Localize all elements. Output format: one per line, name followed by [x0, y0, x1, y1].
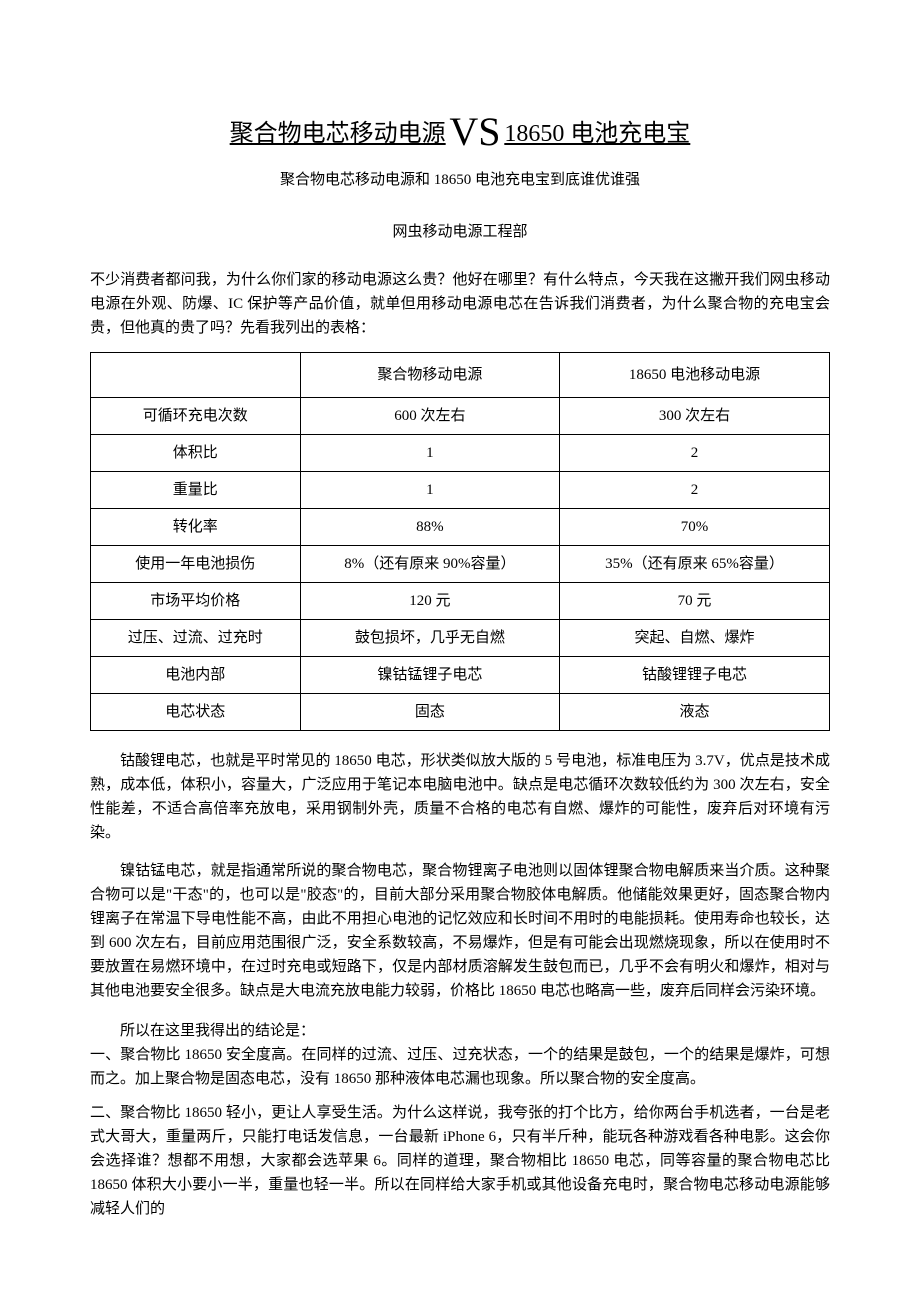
- table-cell: 2: [560, 472, 830, 509]
- title-row: 聚合物电芯移动电源 VS 18650 电池充电宝: [90, 100, 830, 164]
- table-cell: 600 次左右: [300, 398, 560, 435]
- table-row: 体积比12: [91, 435, 830, 472]
- table-cell: 体积比: [91, 435, 301, 472]
- table-cell: 市场平均价格: [91, 583, 301, 620]
- table-row: 电池内部镍钴锰锂子电芯钴酸锂锂子电芯: [91, 657, 830, 694]
- title-vs: VS: [449, 109, 500, 154]
- section-cobalt: 钴酸锂电芯，也就是平时常见的 18650 电芯，形状类似放大版的 5 号电池，标…: [90, 749, 830, 845]
- table-cell: 使用一年电池损伤: [91, 546, 301, 583]
- table-row: 重量比12: [91, 472, 830, 509]
- conclusion-item-1: 一、聚合物比 18650 安全度高。在同样的过流、过压、过充状态，一个的结果是鼓…: [90, 1043, 830, 1091]
- conclusion-item-2: 二、聚合物比 18650 轻小，更让人享受生活。为什么这样说，我夸张的打个比方，…: [90, 1101, 830, 1221]
- table-row: 市场平均价格120 元70 元: [91, 583, 830, 620]
- title-left: 聚合物电芯移动电源: [230, 121, 446, 147]
- table-row: 转化率88%70%: [91, 509, 830, 546]
- table-row: 可循环充电次数600 次左右300 次左右: [91, 398, 830, 435]
- table-row: 过压、过流、过充时鼓包损坏，几乎无自燃突起、自燃、爆炸: [91, 620, 830, 657]
- subtitle: 聚合物电芯移动电源和 18650 电池充电宝到底谁优谁强: [90, 168, 830, 192]
- section-polymer: 镍钴锰电芯，就是指通常所说的聚合物电芯，聚合物锂离子电池则以固体锂聚合物电解质来…: [90, 859, 830, 1003]
- table-row: 电芯状态固态液态: [91, 694, 830, 731]
- table-cell: 8%（还有原来 90%容量）: [300, 546, 560, 583]
- table-cell: 可循环充电次数: [91, 398, 301, 435]
- table-cell: 钴酸锂锂子电芯: [560, 657, 830, 694]
- table-cell: 镍钴锰锂子电芯: [300, 657, 560, 694]
- table-cell: 70 元: [560, 583, 830, 620]
- table-header-cell: [91, 353, 301, 398]
- table-cell: 70%: [560, 509, 830, 546]
- table-cell: 1: [300, 435, 560, 472]
- table-cell: 300 次左右: [560, 398, 830, 435]
- table-cell: 过压、过流、过充时: [91, 620, 301, 657]
- table-cell: 电池内部: [91, 657, 301, 694]
- table-row: 使用一年电池损伤8%（还有原来 90%容量）35%（还有原来 65%容量）: [91, 546, 830, 583]
- conclusion-heading: 所以在这里我得出的结论是：: [90, 1019, 830, 1043]
- table-cell: 2: [560, 435, 830, 472]
- table-header-cell: 聚合物移动电源: [300, 353, 560, 398]
- title-right: 18650 电池充电宝: [504, 121, 690, 147]
- table-cell: 35%（还有原来 65%容量）: [560, 546, 830, 583]
- table-cell: 电芯状态: [91, 694, 301, 731]
- table-header-row: 聚合物移动电源18650 电池移动电源: [91, 353, 830, 398]
- table-cell: 鼓包损坏，几乎无自燃: [300, 620, 560, 657]
- table-cell: 液态: [560, 694, 830, 731]
- author-line: 网虫移动电源工程部: [90, 220, 830, 244]
- table-cell: 固态: [300, 694, 560, 731]
- table-cell: 120 元: [300, 583, 560, 620]
- table-cell: 突起、自燃、爆炸: [560, 620, 830, 657]
- table-header-cell: 18650 电池移动电源: [560, 353, 830, 398]
- table-cell: 重量比: [91, 472, 301, 509]
- table-cell: 88%: [300, 509, 560, 546]
- table-cell: 1: [300, 472, 560, 509]
- comparison-table: 聚合物移动电源18650 电池移动电源可循环充电次数600 次左右300 次左右…: [90, 352, 830, 731]
- table-cell: 转化率: [91, 509, 301, 546]
- intro-paragraph: 不少消费者都问我，为什么你们家的移动电源这么贵？他好在哪里？有什么特点，今天我在…: [90, 268, 830, 340]
